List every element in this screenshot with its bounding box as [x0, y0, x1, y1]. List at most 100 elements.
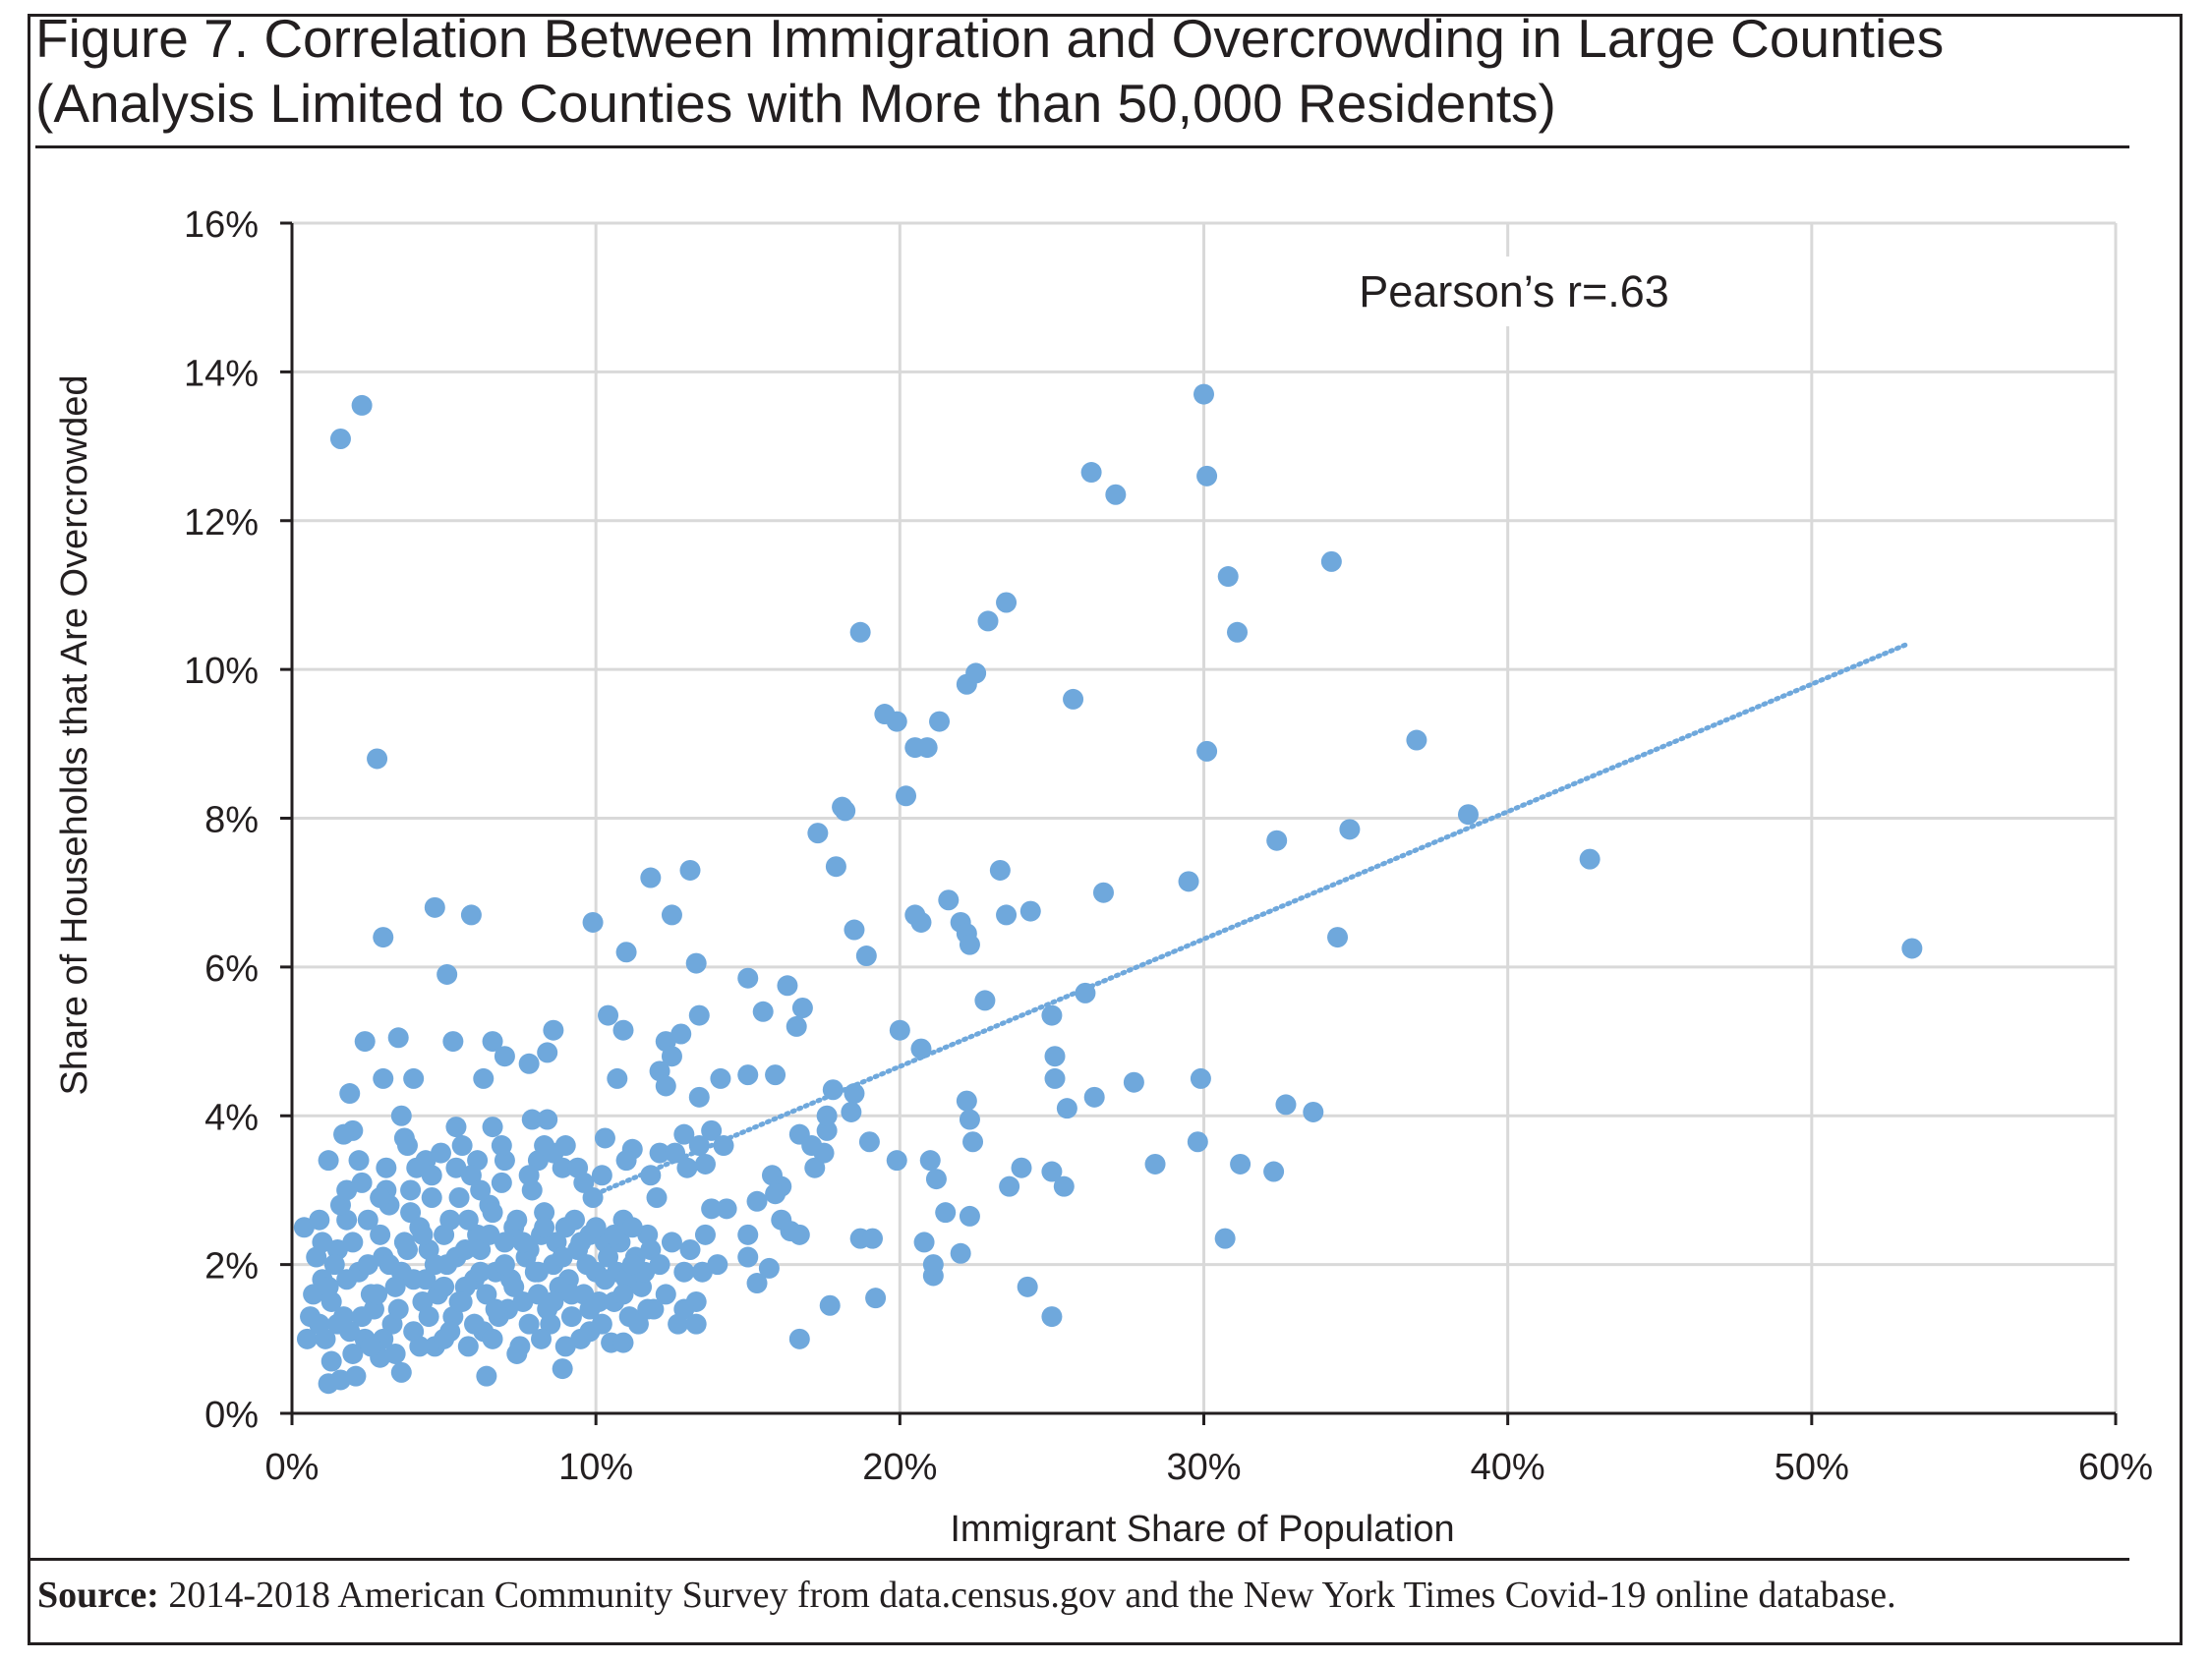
- title-line-2: (Analysis Limited to Counties with More …: [35, 73, 1556, 134]
- data-point: [445, 1157, 467, 1178]
- data-point: [913, 1232, 935, 1253]
- data-point: [387, 1027, 409, 1049]
- data-point: [640, 1238, 662, 1260]
- data-point: [661, 1232, 682, 1253]
- data-point: [521, 1109, 543, 1130]
- data-point: [370, 1187, 391, 1209]
- data-point: [421, 1187, 442, 1209]
- data-point: [485, 1298, 506, 1320]
- data-point: [360, 1336, 381, 1357]
- x-axis-label: Immigrant Share of Population: [950, 1509, 1454, 1550]
- data-point: [950, 1242, 971, 1264]
- data-point: [919, 1150, 941, 1172]
- data-point: [791, 998, 813, 1019]
- data-point: [640, 1165, 662, 1186]
- data-point: [476, 1284, 497, 1305]
- data-point: [437, 963, 458, 985]
- data-point: [615, 942, 637, 963]
- data-point: [339, 1083, 361, 1105]
- data-point: [1339, 819, 1361, 840]
- data-point: [737, 1064, 759, 1086]
- data-point: [376, 1157, 397, 1178]
- data-point: [688, 1135, 710, 1157]
- y-tick-label: 14%: [184, 353, 259, 394]
- data-point: [612, 1284, 634, 1305]
- x-tick-label: 30%: [1166, 1447, 1241, 1488]
- data-point: [598, 1004, 619, 1026]
- data-point: [816, 1105, 838, 1126]
- data-point: [348, 1150, 370, 1172]
- data-point: [1196, 740, 1218, 762]
- data-point: [470, 1261, 492, 1283]
- data-point: [396, 1238, 418, 1260]
- data-point: [470, 1179, 492, 1201]
- data-point: [661, 1046, 682, 1067]
- data-point: [607, 1067, 628, 1089]
- data-point: [457, 1209, 479, 1231]
- data-point: [1178, 871, 1199, 892]
- data-point: [713, 1135, 734, 1157]
- data-point: [604, 1224, 625, 1245]
- data-point: [470, 1238, 492, 1260]
- data-point: [929, 711, 951, 732]
- data-point: [959, 1205, 980, 1227]
- data-point: [454, 1238, 476, 1260]
- data-point: [974, 990, 996, 1011]
- data-point: [788, 1224, 810, 1245]
- data-point: [925, 1169, 947, 1190]
- source-text: 2014-2018 American Community Survey from…: [158, 1575, 1896, 1616]
- data-point: [804, 1157, 826, 1178]
- data-point: [373, 927, 394, 948]
- data-point: [418, 1306, 439, 1328]
- data-point: [457, 1336, 479, 1357]
- source-note: Source: 2014-2018 American Community Sur…: [37, 1573, 2131, 1618]
- data-point: [1579, 848, 1601, 870]
- data-point: [665, 1142, 686, 1164]
- data-point: [1041, 1306, 1063, 1328]
- data-point: [342, 1232, 364, 1253]
- data-point: [701, 1198, 723, 1220]
- data-point: [570, 1232, 592, 1253]
- y-tick-label: 0%: [204, 1395, 259, 1436]
- data-point: [685, 1313, 707, 1335]
- data-point: [560, 1284, 582, 1305]
- data-point: [1187, 1131, 1208, 1153]
- source-label: Source:: [37, 1575, 159, 1616]
- data-point: [315, 1328, 336, 1349]
- data-point: [855, 946, 877, 967]
- data-point: [439, 1209, 461, 1231]
- data-point: [716, 1198, 737, 1220]
- data-point: [412, 1224, 434, 1245]
- data-point: [1320, 550, 1342, 572]
- data-point: [746, 1273, 768, 1294]
- data-point: [403, 1269, 425, 1290]
- data-point: [345, 1365, 367, 1387]
- data-point: [1041, 1004, 1063, 1026]
- data-point: [336, 1179, 358, 1201]
- data-point: [390, 1105, 412, 1126]
- data-point: [649, 1142, 670, 1164]
- data-point: [661, 904, 682, 926]
- data-point: [367, 748, 388, 770]
- data-point: [357, 1254, 378, 1276]
- data-point: [518, 1313, 540, 1335]
- data-point: [1217, 566, 1239, 588]
- x-tick-label: 60%: [2078, 1447, 2153, 1488]
- data-point: [506, 1209, 528, 1231]
- data-point: [503, 1276, 525, 1297]
- y-tick-label: 16%: [184, 204, 259, 246]
- data-point: [309, 1209, 330, 1231]
- data-point: [554, 1217, 576, 1238]
- data-point: [434, 1276, 455, 1297]
- data-point: [531, 1328, 553, 1349]
- data-point: [996, 904, 1018, 926]
- data-point: [482, 1031, 503, 1053]
- data-point: [777, 975, 798, 997]
- data-point: [476, 1365, 497, 1387]
- data-point: [396, 1135, 418, 1157]
- data-point: [996, 592, 1018, 613]
- data-point: [357, 1209, 378, 1231]
- data-point: [384, 1276, 406, 1297]
- data-point: [479, 1224, 500, 1245]
